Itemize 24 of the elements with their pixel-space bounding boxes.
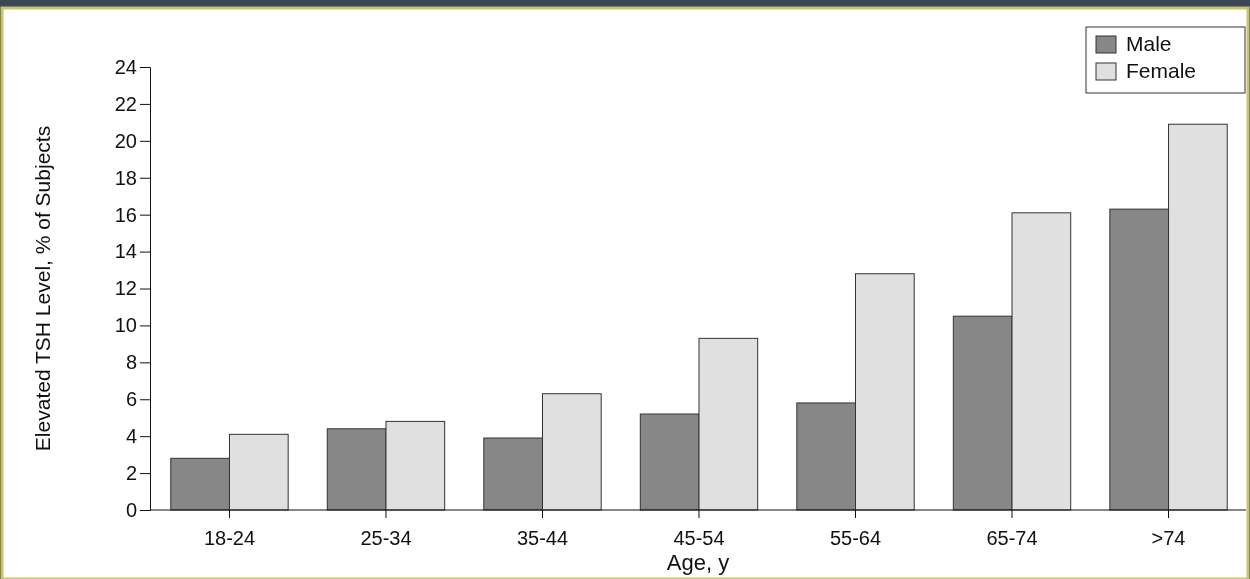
y-tick-label: 20 bbox=[114, 129, 137, 152]
y-tick-label: 4 bbox=[125, 425, 137, 448]
y-tick-label: 18 bbox=[114, 166, 137, 189]
legend-label: Female bbox=[1126, 59, 1197, 82]
y-tick-label: 22 bbox=[114, 92, 137, 115]
x-tick-label: 65-74 bbox=[986, 527, 1038, 549]
x-tick-label: 55-64 bbox=[829, 527, 882, 549]
x-tick-label: 18-24 bbox=[203, 527, 256, 549]
x-tick-label: 25-34 bbox=[360, 527, 412, 549]
y-tick-label: 14 bbox=[114, 240, 137, 263]
legend-label: Male bbox=[1126, 32, 1172, 55]
x-tick-label: >74 bbox=[1151, 527, 1186, 549]
y-tick-label: 24 bbox=[114, 55, 137, 78]
y-tick-label: 2 bbox=[125, 461, 137, 484]
y-tick-label: 16 bbox=[114, 203, 137, 226]
y-tick-label: 0 bbox=[125, 498, 137, 521]
y-axis-title: Elevated TSH Level, % of Subjects bbox=[31, 125, 54, 452]
y-tick-label: 12 bbox=[114, 277, 137, 300]
y-tick-label: 10 bbox=[114, 314, 137, 337]
x-tick-label: 45-54 bbox=[673, 527, 725, 549]
y-tick-label: 8 bbox=[125, 351, 137, 374]
x-tick-label: 35-44 bbox=[516, 527, 569, 549]
y-tick-label: 6 bbox=[125, 388, 137, 411]
x-axis-title: Age, y bbox=[666, 550, 730, 575]
